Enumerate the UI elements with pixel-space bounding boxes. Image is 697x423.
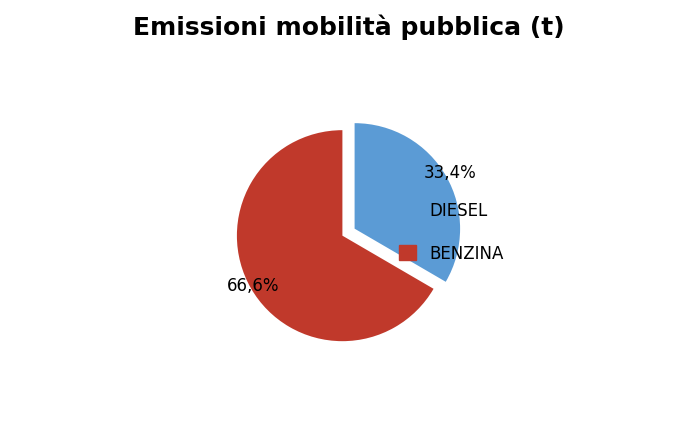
Title: Emissioni mobilità pubblica (t): Emissioni mobilità pubblica (t) xyxy=(132,15,565,41)
Text: 33,4%: 33,4% xyxy=(423,164,476,182)
Text: 66,6%: 66,6% xyxy=(227,277,279,295)
Legend: DIESEL, BENZINA: DIESEL, BENZINA xyxy=(399,202,503,263)
Wedge shape xyxy=(237,130,434,341)
Wedge shape xyxy=(355,123,460,282)
